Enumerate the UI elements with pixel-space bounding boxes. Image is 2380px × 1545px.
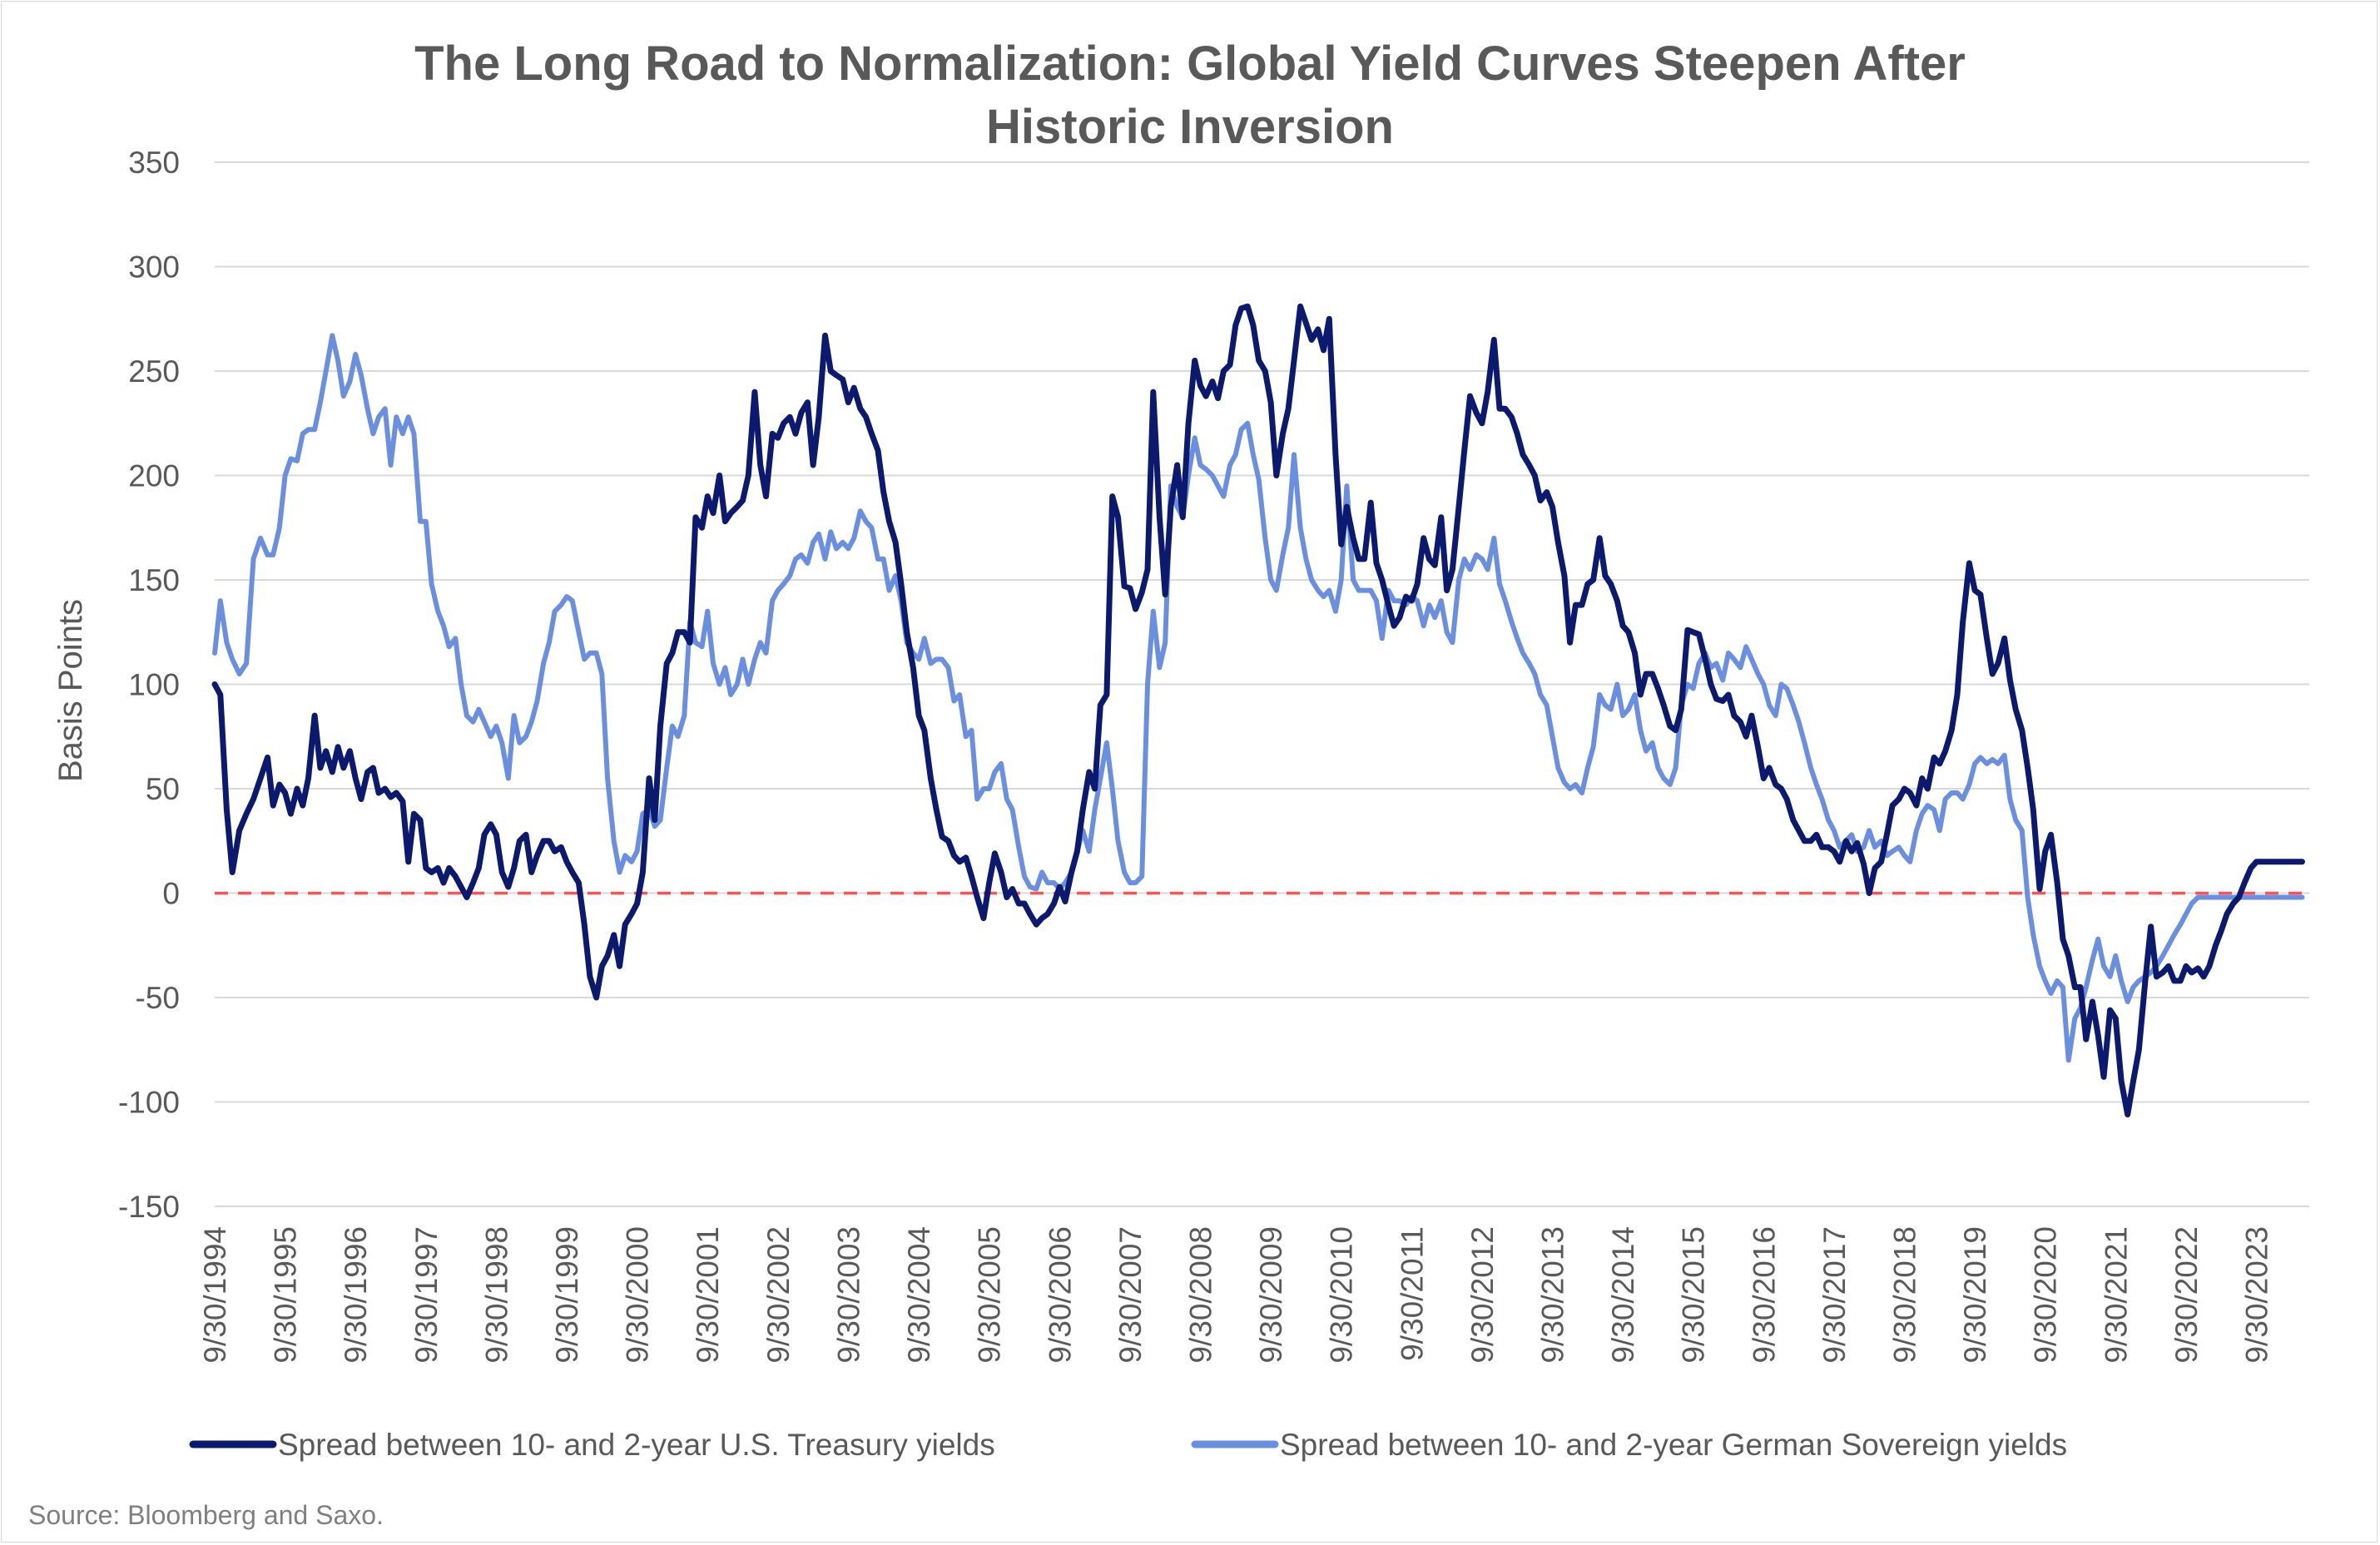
x-tick-label: 9/30/2010 — [1325, 1226, 1359, 1364]
x-tick-label: 9/30/2013 — [1535, 1226, 1569, 1364]
x-tick-label: 9/30/1994 — [198, 1226, 232, 1364]
x-tick-label: 9/30/2018 — [1888, 1226, 1922, 1364]
x-tick-label: 9/30/2020 — [2029, 1226, 2063, 1364]
x-tick-label: 9/30/1997 — [409, 1226, 444, 1364]
x-tick-label: 9/30/2012 — [1465, 1226, 1500, 1364]
x-tick-label: 9/30/2015 — [1677, 1226, 1711, 1364]
x-axis-ticks: 9/30/1994 9/30/1995 9/30/1996 9/30/1997 9/30… — [198, 1226, 2274, 1364]
chart-title: The Long Road to Normalization: Global Y… — [414, 37, 1966, 154]
legend-label-us: Spread between 10- and 2-year U.S. Treas… — [278, 1428, 995, 1462]
y-axis-label: Basis Points — [52, 599, 89, 782]
y-tick-label: -150 — [118, 1190, 180, 1224]
y-tick-label: 100 — [128, 668, 180, 702]
x-tick-label: 9/30/1995 — [269, 1226, 303, 1364]
y-tick-label: 150 — [128, 563, 180, 597]
series-lines — [211, 303, 2305, 1118]
x-tick-label: 9/30/2003 — [831, 1226, 865, 1364]
y-tick-label: 200 — [128, 459, 180, 493]
source-note: Source: Bloomberg and Saxo. — [28, 1500, 384, 1530]
series-line-german-sovereign — [212, 333, 2305, 1063]
x-tick-label: 9/30/2008 — [1183, 1226, 1217, 1364]
x-tick-label: 9/30/1998 — [479, 1226, 513, 1364]
x-tick-label: 9/30/2023 — [2240, 1226, 2274, 1364]
y-tick-label: -100 — [118, 1086, 180, 1120]
x-tick-label: 9/30/2006 — [1043, 1226, 1077, 1364]
x-tick-label: 9/30/2000 — [621, 1226, 655, 1364]
chart-title-line-2: Historic Inversion — [986, 100, 1394, 154]
x-tick-label: 9/30/1999 — [550, 1226, 584, 1364]
x-tick-label: 9/30/2019 — [1958, 1226, 1992, 1364]
x-tick-label: 9/30/2001 — [691, 1226, 725, 1364]
series-line-us-treasury — [211, 303, 2305, 1118]
y-tick-label: 350 — [128, 146, 180, 180]
y-tick-label: 50 — [146, 772, 180, 806]
chart-title-line-1: The Long Road to Normalization: Global Y… — [414, 37, 1966, 91]
x-tick-label: 9/30/2021 — [2099, 1226, 2133, 1364]
x-tick-label: 9/30/2022 — [2169, 1226, 2204, 1364]
x-tick-label: 9/30/2004 — [902, 1226, 936, 1364]
x-tick-label: 9/30/2002 — [761, 1226, 796, 1364]
x-tick-label: 9/30/2017 — [1817, 1226, 1852, 1364]
y-tick-label: -50 — [136, 981, 180, 1015]
x-tick-label: 9/30/2009 — [1254, 1226, 1288, 1364]
x-tick-label: 9/30/2005 — [973, 1226, 1007, 1364]
x-tick-label: 9/30/2016 — [1747, 1226, 1781, 1364]
y-tick-label: 0 — [162, 877, 180, 911]
y-tick-label: 300 — [128, 250, 180, 285]
x-tick-label: 9/30/2011 — [1395, 1226, 1429, 1361]
y-tick-label: 250 — [128, 354, 180, 389]
gridlines — [215, 161, 2309, 1207]
legend-label-germany: Spread between 10- and 2-year German Sov… — [1280, 1428, 2067, 1462]
x-tick-label: 9/30/2007 — [1113, 1226, 1148, 1364]
y-axis-ticks: 350 300 250 200 150 100 50 0 -50 -100 -150 — [118, 146, 180, 1224]
x-tick-label: 9/30/1996 — [339, 1226, 373, 1364]
legend: Spread between 10- and 2-year U.S. Treas… — [189, 1428, 2067, 1462]
x-tick-label: 9/30/2014 — [1606, 1226, 1640, 1364]
